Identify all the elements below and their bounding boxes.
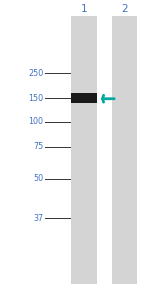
Text: 250: 250 bbox=[28, 69, 44, 78]
Text: 2: 2 bbox=[121, 4, 128, 14]
Text: 37: 37 bbox=[33, 214, 43, 223]
Bar bbox=[112, 16, 137, 284]
Text: 50: 50 bbox=[33, 174, 43, 183]
Text: 1: 1 bbox=[81, 4, 87, 14]
Text: 100: 100 bbox=[28, 117, 44, 126]
Text: 150: 150 bbox=[28, 94, 44, 103]
Text: 75: 75 bbox=[33, 142, 43, 151]
Bar bbox=[71, 93, 97, 103]
Bar bbox=[71, 16, 97, 284]
